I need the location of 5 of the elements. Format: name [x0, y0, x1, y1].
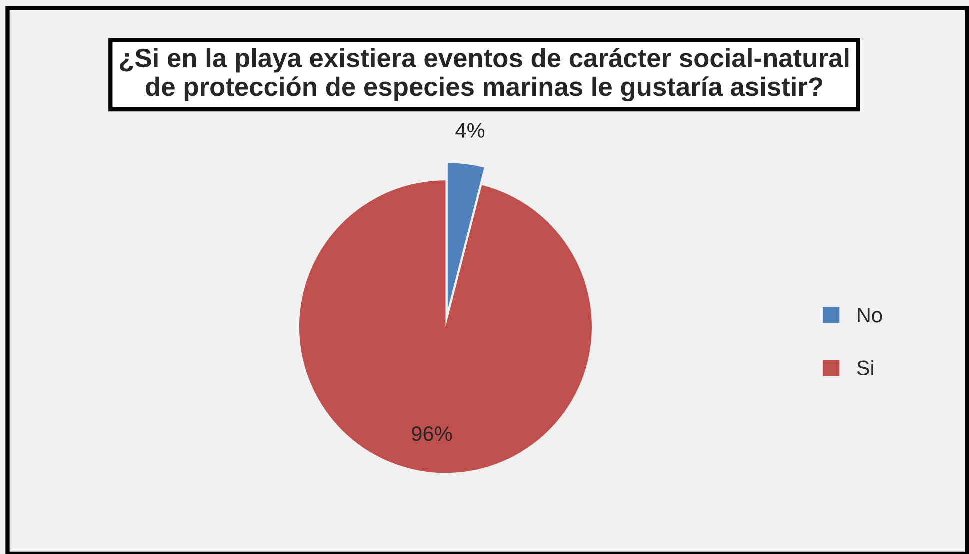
- data-label: 4%: [456, 123, 485, 138]
- legend-label: Si: [857, 360, 874, 376]
- chart-title: ¿Si en la playa existiera eventos de carácter social-natural de protección de especies marinas le gustaría asistir?: [120, 48, 849, 102]
- data-label: 96%: [412, 426, 452, 442]
- legend-label: No: [858, 308, 882, 323]
